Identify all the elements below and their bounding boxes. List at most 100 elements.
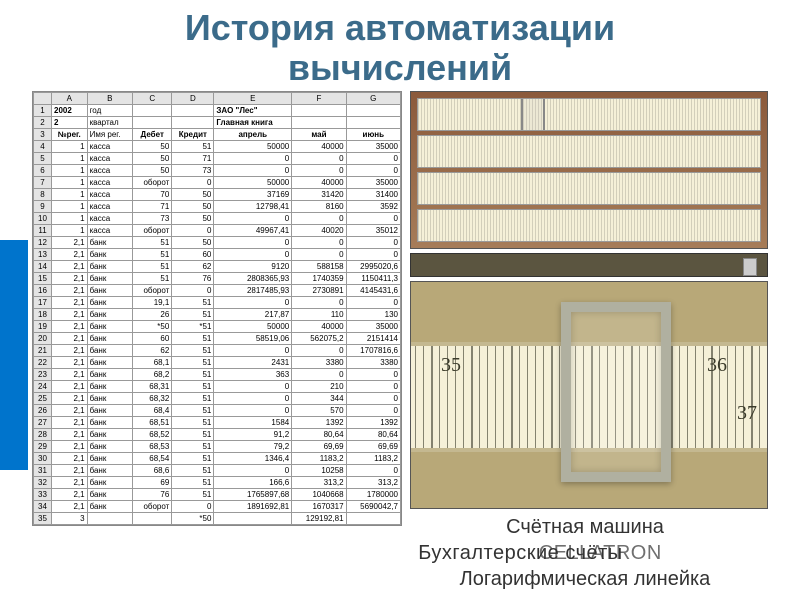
cell: банк — [87, 393, 133, 405]
cell: 16 — [34, 285, 52, 297]
spreadsheet: ABCDEFG 12002годЗАО "Лес"22кварталГлавна… — [32, 91, 402, 526]
captions: Счётная машина Бухгалтерские счёты CELLA… — [400, 514, 770, 592]
cell: 4145431,6 — [346, 285, 400, 297]
table-row: 101касса7350000 — [34, 213, 401, 225]
cell: 68,1 — [133, 357, 172, 369]
cell: 2,1 — [52, 441, 88, 453]
caption-line-1: Счётная машина — [400, 514, 770, 540]
cell: банк — [87, 441, 133, 453]
cell: 68,52 — [133, 429, 172, 441]
table-row: 262,1банк68,45105700 — [34, 405, 401, 417]
cell: 0 — [172, 225, 214, 237]
cell: 35000 — [346, 177, 400, 189]
page-title: История автоматизации вычислений — [0, 0, 800, 91]
cell: 1 — [52, 177, 88, 189]
cell: 2808365,93 — [214, 273, 292, 285]
table-row: 353*50129192,81 — [34, 513, 401, 525]
cell: банк — [87, 249, 133, 261]
cell: 1392 — [292, 417, 346, 429]
cell: 50 — [133, 153, 172, 165]
cell: 0 — [346, 465, 400, 477]
cell: 0 — [214, 213, 292, 225]
cell: 2 — [52, 117, 88, 129]
cell: квартал — [87, 117, 133, 129]
table-row: 272,1банк68,5151158413921392 — [34, 417, 401, 429]
cell: банк — [87, 453, 133, 465]
cell: 1891692,81 — [214, 501, 292, 513]
cell: касса — [87, 189, 133, 201]
cell: касса — [87, 141, 133, 153]
cell: 2,1 — [52, 261, 88, 273]
cell: 60 — [133, 333, 172, 345]
cell: 0 — [214, 153, 292, 165]
cell: 13 — [34, 249, 52, 261]
cell: 3380 — [346, 357, 400, 369]
cell: 51 — [133, 249, 172, 261]
cell: 50 — [172, 189, 214, 201]
cell: 50 — [172, 213, 214, 225]
cell: 2,1 — [52, 285, 88, 297]
cell: 50 — [172, 237, 214, 249]
cell: 28 — [34, 429, 52, 441]
content-area: ABCDEFG 12002годЗАО "Лес"22кварталГлавна… — [0, 91, 800, 526]
cell: 0 — [214, 249, 292, 261]
cell: 1 — [34, 105, 52, 117]
cell: 15 — [34, 273, 52, 285]
cell: 5690042,7 — [346, 501, 400, 513]
cell: 80,64 — [346, 429, 400, 441]
cell — [346, 117, 400, 129]
images-panel: 35 36 37 — [410, 91, 768, 526]
cell: 1183,2 — [292, 453, 346, 465]
cell: 2,1 — [52, 333, 88, 345]
cell: 51 — [172, 441, 214, 453]
cell: 40020 — [292, 225, 346, 237]
cell: 570 — [292, 405, 346, 417]
cell: 1740359 — [292, 273, 346, 285]
table-row: 332,1банк76511765897,6810406681780000 — [34, 489, 401, 501]
cell: год — [87, 105, 133, 117]
cell: *50 — [172, 513, 214, 525]
cell: 0 — [292, 237, 346, 249]
caption-line-2: Бухгалтерские счёты CELLATRON — [400, 540, 770, 566]
cell: 51 — [172, 333, 214, 345]
cell: 129192,81 — [292, 513, 346, 525]
cell — [346, 105, 400, 117]
cell: 79,2 — [214, 441, 292, 453]
cell: 2730891 — [292, 285, 346, 297]
cell: 130 — [346, 309, 400, 321]
cell — [292, 117, 346, 129]
cell: 68,31 — [133, 381, 172, 393]
cell: 2,1 — [52, 249, 88, 261]
cell: 0 — [292, 213, 346, 225]
cell: банк — [87, 429, 133, 441]
cell: 68,51 — [133, 417, 172, 429]
cell: 24 — [34, 381, 52, 393]
cell: банк — [87, 405, 133, 417]
cell: 73 — [133, 213, 172, 225]
cell: Имя рег. — [87, 129, 133, 141]
table-row: 232,1банк68,25136300 — [34, 369, 401, 381]
cell — [346, 513, 400, 525]
cell: 50000 — [214, 321, 292, 333]
cell: 2,1 — [52, 465, 88, 477]
cell: 73 — [172, 165, 214, 177]
cell: 0 — [346, 213, 400, 225]
ruler-strip-3 — [417, 172, 761, 205]
ruler-strip-4 — [417, 209, 761, 242]
cell: банк — [87, 501, 133, 513]
cell: 50 — [172, 201, 214, 213]
cell: 2,1 — [52, 429, 88, 441]
ruler-number: 35 — [441, 354, 461, 377]
title-line-1: История автоматизации — [185, 7, 615, 48]
table-row: 22кварталГлавная книга — [34, 117, 401, 129]
table-row: 152,1банк51762808365,9317403591150411,3 — [34, 273, 401, 285]
table-row: 252,1банк68,325103440 — [34, 393, 401, 405]
cell: 0 — [172, 177, 214, 189]
cell: банк — [87, 381, 133, 393]
cell: касса — [87, 165, 133, 177]
cell: 0 — [346, 405, 400, 417]
cell: 0 — [346, 369, 400, 381]
cell: 2,1 — [52, 453, 88, 465]
table-row: 282,1банк68,525191,280,6480,64 — [34, 429, 401, 441]
table-row: 41касса5051500004000035000 — [34, 141, 401, 153]
